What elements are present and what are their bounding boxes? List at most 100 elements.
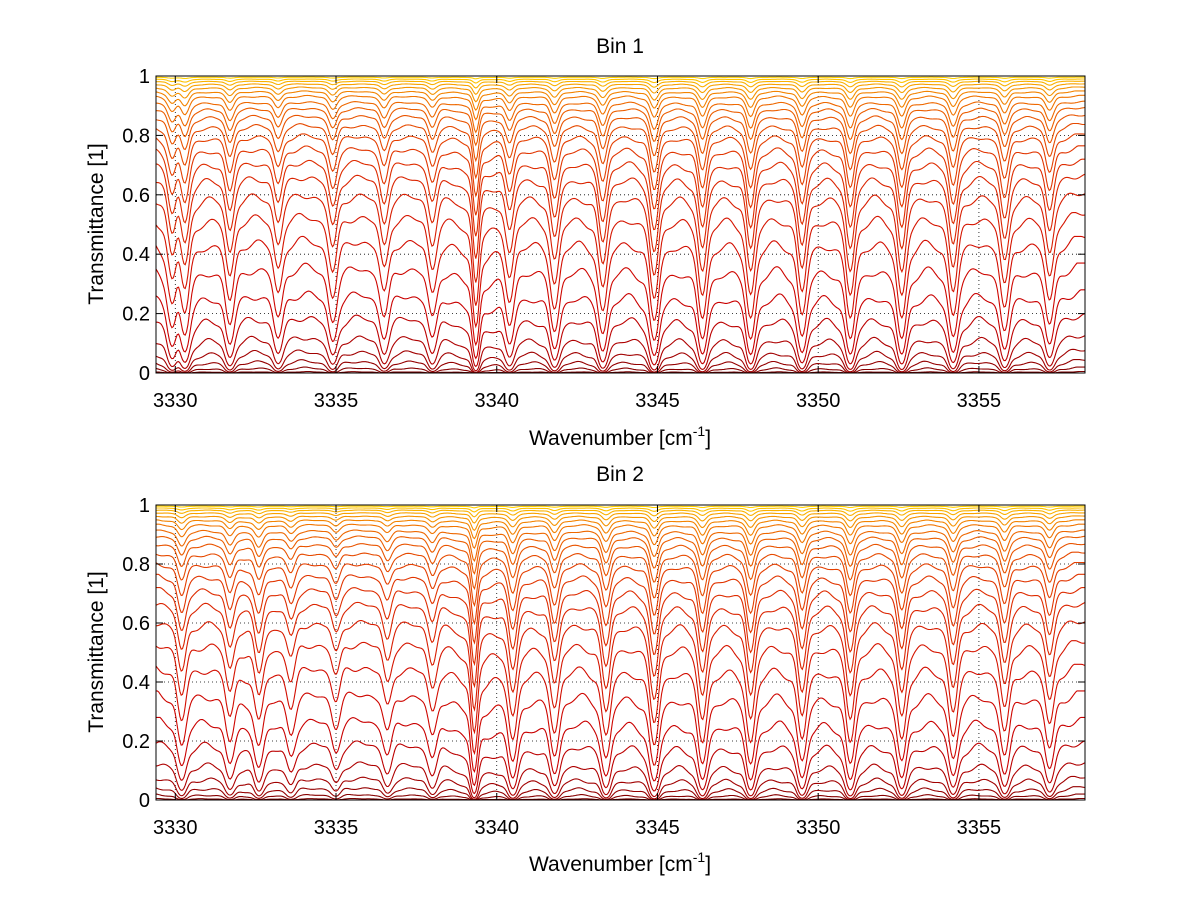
series-line xyxy=(156,106,1086,147)
series-line xyxy=(155,86,1085,103)
series-line xyxy=(155,359,1086,374)
chart-title: Bin 2 xyxy=(596,463,644,486)
series-line xyxy=(155,370,1085,374)
y-axis-label: Transmittance [1] xyxy=(85,571,108,732)
series-line xyxy=(155,640,1086,735)
y-tick-labels: 0 0.2 0.4 0.6 0.8 1 xyxy=(122,495,150,812)
x-tick-label: 3335 xyxy=(314,390,359,412)
y-tick-label: 0.8 xyxy=(122,125,150,147)
series-line xyxy=(155,348,1086,373)
series-line xyxy=(155,335,1086,372)
y-tick-label: 0.6 xyxy=(122,613,150,635)
series-line xyxy=(155,83,1085,95)
series-line xyxy=(155,535,1086,575)
series-group xyxy=(155,76,1086,374)
series-line xyxy=(155,761,1086,799)
series-group xyxy=(155,505,1086,801)
series-line xyxy=(155,212,1086,306)
series-line xyxy=(156,587,1085,667)
series-line xyxy=(155,192,1086,283)
y-tick-label: 0 xyxy=(139,790,150,812)
series-line xyxy=(155,519,1085,540)
y-tick-label: 0.6 xyxy=(122,185,150,207)
y-tick-label: 0.4 xyxy=(122,672,150,694)
chart-bin-2: Bin 2 3330 3335 3340 3345 3350 3355 0 0.2 0.4 0.… xyxy=(85,463,1086,876)
x-tick-label: 3335 xyxy=(314,817,359,839)
axes-box xyxy=(155,75,1086,374)
y-tick-label: 1 xyxy=(139,495,150,517)
y-tick-label: 0.4 xyxy=(122,244,150,266)
series-line xyxy=(156,505,1085,509)
series-line xyxy=(155,601,1086,689)
series-line xyxy=(156,507,1085,513)
x-tick-labels: 3330 3335 3340 3345 3350 3355 xyxy=(153,390,1001,412)
series-line xyxy=(155,262,1085,347)
x-tick-labels: 3330 3335 3340 3345 3350 3355 xyxy=(153,817,1001,839)
series-line xyxy=(155,145,1085,216)
x-tick-label: 3345 xyxy=(635,390,680,412)
series-line xyxy=(156,76,1085,80)
y-tick-label: 0 xyxy=(139,363,150,385)
x-tick-label: 3330 xyxy=(153,390,198,412)
series-line xyxy=(156,80,1086,89)
series-line xyxy=(155,786,1086,801)
series-line xyxy=(156,512,1085,524)
series-line xyxy=(156,313,1086,368)
series-line xyxy=(155,620,1086,712)
series-line xyxy=(155,158,1085,237)
y-tick-label: 0.2 xyxy=(122,304,150,326)
tick-marks xyxy=(156,504,1085,801)
series-line xyxy=(155,551,1085,608)
x-tick-label: 3355 xyxy=(957,390,1002,412)
series-line xyxy=(155,663,1086,756)
series-line xyxy=(155,542,1086,591)
series-line xyxy=(156,509,1085,518)
chart-bin-1: Bin 1 3330 3335 3340 3345 3350 3355 0 0.2 0.4 0.… xyxy=(85,35,1086,450)
series-line xyxy=(156,716,1085,787)
series-line xyxy=(155,133,1086,198)
series-line xyxy=(156,797,1085,801)
y-tick-label: 0.8 xyxy=(122,554,150,576)
series-line xyxy=(155,173,1086,259)
x-axis-label-end: ] xyxy=(705,427,711,450)
series-line xyxy=(155,235,1086,329)
series-line xyxy=(155,122,1085,180)
x-tick-label: 3350 xyxy=(796,817,841,839)
series-line xyxy=(155,100,1085,134)
x-tick-label: 3345 xyxy=(635,817,680,839)
x-tick-label: 3340 xyxy=(474,390,519,412)
series-line xyxy=(155,114,1086,163)
series-line xyxy=(155,289,1085,360)
x-axis-label: Wavenumber [cm-1] xyxy=(529,849,711,876)
x-axis-label: Wavenumber [cm-1] xyxy=(529,423,711,450)
axes-box xyxy=(155,504,1086,801)
plot-area xyxy=(156,505,1085,800)
series-line xyxy=(155,529,1085,562)
plot-area xyxy=(156,76,1085,373)
series-line xyxy=(155,366,1085,374)
x-tick-label: 3350 xyxy=(796,390,841,412)
x-axis-label-end: ] xyxy=(705,853,711,876)
series-line xyxy=(155,740,1086,795)
y-tick-label: 1 xyxy=(139,66,150,88)
series-line xyxy=(155,793,1085,801)
x-tick-label: 3340 xyxy=(474,817,519,839)
y-axis-label: Transmittance [1] xyxy=(85,143,108,304)
chart-title: Bin 1 xyxy=(596,35,644,58)
x-axis-label-superscript: -1 xyxy=(693,423,706,439)
y-tick-label: 0.2 xyxy=(122,731,150,753)
series-line xyxy=(155,94,1085,121)
series-line xyxy=(156,78,1085,84)
series-line xyxy=(156,690,1085,773)
x-tick-label: 3355 xyxy=(957,817,1002,839)
x-axis-label-superscript: -1 xyxy=(693,849,706,865)
series-line xyxy=(156,523,1085,549)
series-line xyxy=(155,515,1085,532)
series-line xyxy=(155,90,1085,111)
series-line xyxy=(156,573,1085,645)
y-tick-labels: 0 0.2 0.4 0.6 0.8 1 xyxy=(122,66,150,385)
series-line xyxy=(155,561,1086,626)
tick-marks xyxy=(156,75,1085,374)
